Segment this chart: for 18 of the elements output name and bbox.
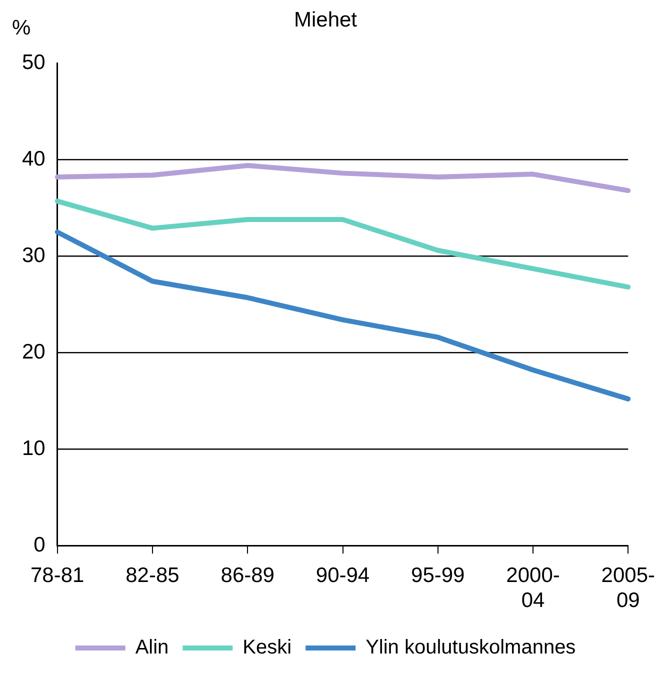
x-tick-label: 86-89 <box>220 564 274 587</box>
legend-label: Ylin koulutuskolmannes <box>366 636 576 659</box>
y-tick-label: 0 <box>34 533 46 556</box>
legend-label: Keski <box>242 636 292 659</box>
legend-label: Alin <box>135 636 169 659</box>
x-tick-label: 95-99 <box>411 564 465 587</box>
chart-title: Miehet <box>294 8 358 32</box>
y-tick-label: 10 <box>22 436 46 460</box>
x-tick-label: 2000-04 <box>506 564 560 612</box>
y-tick-label: 20 <box>22 340 46 364</box>
y-tick-label: 50 <box>22 50 46 74</box>
x-tick-label: 2005-09 <box>601 564 656 612</box>
y-tick-label: 30 <box>22 244 46 267</box>
y-tick-label: 40 <box>22 147 46 170</box>
y-axis-title: % <box>12 16 31 40</box>
x-tick-label: 90-94 <box>316 564 370 587</box>
x-tick-label: 78-81 <box>30 564 84 587</box>
x-tick-label: 82-85 <box>126 564 180 587</box>
